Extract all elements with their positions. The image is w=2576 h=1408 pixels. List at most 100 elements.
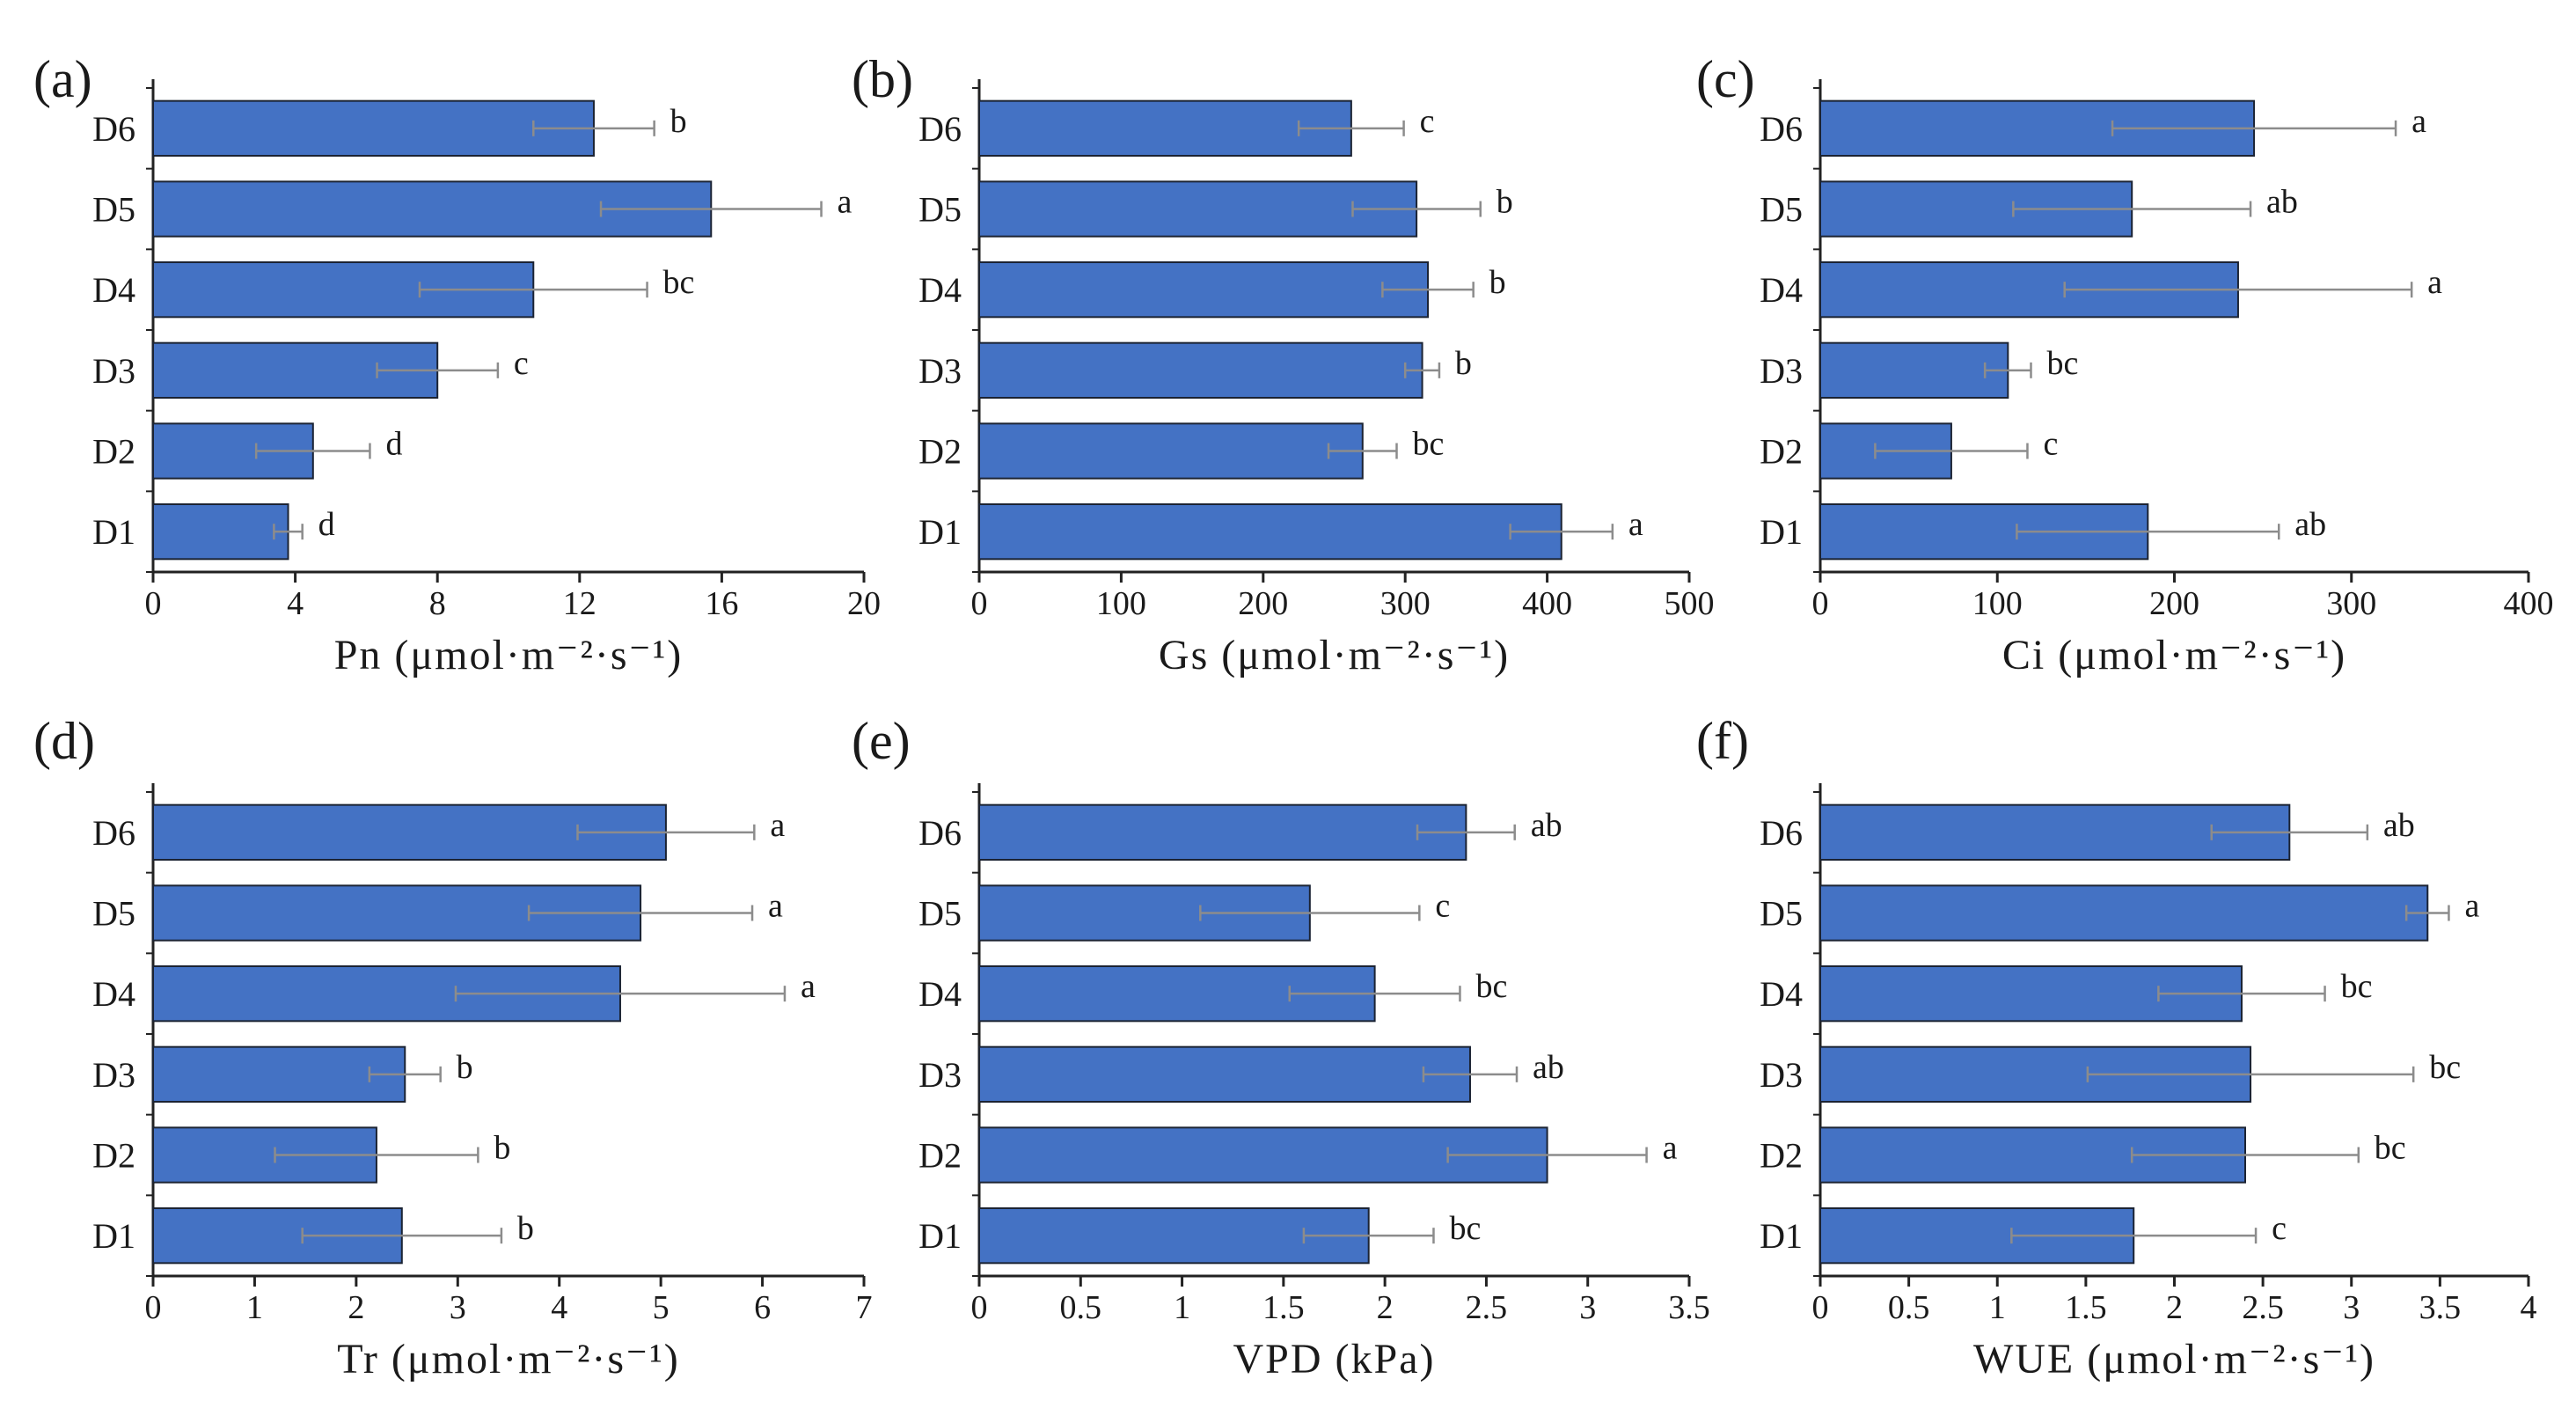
category-label: D5 <box>918 190 962 230</box>
x-tick-label: 2 <box>2166 1289 2183 1326</box>
category-label: D5 <box>1760 190 1803 230</box>
category-label: D3 <box>92 351 135 391</box>
x-axis-title: Tr (μmol·m⁻²·s⁻¹) <box>337 1336 679 1382</box>
chart-panel: (e) 0 0.5 1 1.5 2 2.5 3 3.5 ab D6 c D5 bc D4 ab D3 a D2 bc D… <box>852 712 1710 1382</box>
chart-panel: (a) 0 4 8 12 16 20 b D6 a D5 bc D4 c D3 d D2 d D1 Pn (μmol·… <box>33 50 881 678</box>
panel-label: (c) <box>1696 50 1755 108</box>
significance-label: a <box>1663 1130 1678 1167</box>
significance-label: a <box>2464 888 2479 925</box>
panel-label: (b) <box>852 50 913 108</box>
category-label: D1 <box>1760 512 1803 552</box>
category-label: D6 <box>1760 813 1803 853</box>
x-tick-label: 200 <box>1238 585 1288 622</box>
x-tick-label: 100 <box>1096 585 1146 622</box>
x-tick-label: 1.5 <box>2065 1289 2107 1326</box>
significance-label: bc <box>2375 1130 2406 1167</box>
x-tick-label: 500 <box>1665 585 1715 622</box>
significance-label: a <box>768 888 783 925</box>
x-tick-label: 7 <box>856 1289 873 1326</box>
significance-label: ab <box>2383 807 2415 844</box>
bar-d1 <box>152 503 289 561</box>
bar-d3 <box>1819 341 2009 399</box>
significance-label: c <box>2272 1210 2287 1247</box>
category-label: D4 <box>92 270 135 310</box>
bar-d3 <box>978 1045 1471 1103</box>
x-tick-label: 3 <box>2343 1289 2360 1326</box>
category-label: D5 <box>92 894 135 934</box>
x-tick-label: 0 <box>971 1289 988 1326</box>
bar-d3 <box>152 1045 406 1103</box>
significance-label: c <box>514 345 529 382</box>
x-tick-label: 4 <box>551 1289 567 1326</box>
x-tick-label: 0 <box>971 585 988 622</box>
significance-label: bc <box>663 264 695 301</box>
x-tick-label: 400 <box>1522 585 1572 622</box>
category-label: D2 <box>1760 432 1803 472</box>
category-label: D3 <box>1760 351 1803 391</box>
significance-label: b <box>1497 184 1513 221</box>
category-label: D6 <box>1760 109 1803 149</box>
x-tick-label: 3 <box>1579 1289 1596 1326</box>
category-label: D2 <box>1760 1136 1803 1176</box>
category-label: D3 <box>92 1055 135 1095</box>
x-tick-label: 16 <box>705 585 738 622</box>
significance-label: ab <box>1531 807 1562 844</box>
category-label: D3 <box>918 351 962 391</box>
category-label: D4 <box>918 270 962 310</box>
category-label: D4 <box>918 974 962 1014</box>
x-tick-label: 1.5 <box>1262 1289 1305 1326</box>
chart-panel: (c) 0 100 200 300 400 a D6 ab D5 a D4 bc D3 c D2 ab D1 Ci … <box>1696 50 2554 678</box>
x-tick-label: 0 <box>145 585 162 622</box>
category-label: D2 <box>92 432 135 472</box>
significance-label: a <box>2411 103 2426 140</box>
bar-d4 <box>978 261 1430 319</box>
significance-label: bc <box>2429 1049 2461 1086</box>
category-label: D4 <box>1760 270 1803 310</box>
x-tick-label: 3.5 <box>1668 1289 1710 1326</box>
x-axis-title: VPD (kPa) <box>1233 1336 1436 1382</box>
category-label: D1 <box>92 512 135 552</box>
bar-d6 <box>978 99 1352 157</box>
bar-d1 <box>978 503 1562 561</box>
x-tick-label: 300 <box>1380 585 1431 622</box>
category-label: D3 <box>918 1055 962 1095</box>
x-axis-title: Ci (μmol·m⁻²·s⁻¹) <box>2002 632 2346 678</box>
bar-d5 <box>978 180 1418 238</box>
category-label: D1 <box>918 1216 962 1256</box>
bar-d6 <box>978 803 1467 862</box>
x-tick-label: 300 <box>2326 585 2376 622</box>
x-tick-label: 20 <box>847 585 881 622</box>
significance-label: a <box>2427 264 2442 301</box>
chart-panel: (b) 0 100 200 300 400 500 c D6 b D5 b D4 b D3 bc D2 a D1 Gs… <box>852 50 1715 678</box>
x-tick-label: 8 <box>429 585 446 622</box>
category-label: D1 <box>918 512 962 552</box>
significance-label: b <box>494 1130 510 1167</box>
significance-label: a <box>801 968 816 1005</box>
category-label: D1 <box>1760 1216 1803 1256</box>
category-label: D6 <box>92 109 135 149</box>
significance-label: bc <box>1413 426 1445 463</box>
x-tick-label: 0.5 <box>1060 1289 1102 1326</box>
x-tick-label: 1 <box>246 1289 263 1326</box>
category-label: D4 <box>1760 974 1803 1014</box>
chart-panel: (f) 0 0.5 1 1.5 2 2.5 3 3.5 4 ab D6 a D5 bc D4 bc D3 bc D2 c… <box>1696 712 2537 1382</box>
significance-label: a <box>838 184 853 221</box>
category-label: D4 <box>92 974 135 1014</box>
x-tick-label: 2 <box>348 1289 364 1326</box>
x-tick-label: 400 <box>2504 585 2554 622</box>
bar-d2 <box>978 422 1364 480</box>
significance-label: a <box>1628 506 1643 543</box>
significance-label: b <box>517 1210 534 1247</box>
panel-label: (f) <box>1696 712 1749 770</box>
significance-label: b <box>457 1049 473 1086</box>
x-axis-title: WUE (μmol·m⁻²·s⁻¹) <box>1973 1336 2375 1382</box>
significance-label: b <box>1455 345 1472 382</box>
significance-label: c <box>2043 426 2058 463</box>
significance-label: d <box>385 426 402 463</box>
category-label: D5 <box>1760 894 1803 934</box>
significance-label: ab <box>2266 184 2298 221</box>
bar-d3 <box>978 341 1423 399</box>
x-tick-label: 2 <box>1377 1289 1394 1326</box>
